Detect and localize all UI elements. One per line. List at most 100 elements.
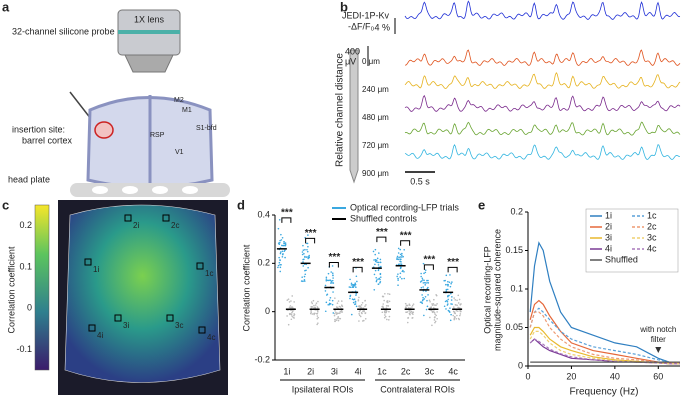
coherence-line: [529, 307, 680, 363]
trial-dot: [443, 279, 445, 282]
trial-dot: [425, 308, 428, 311]
trial-dot: [427, 281, 429, 284]
x-tick-label: 4c: [448, 366, 458, 376]
trial-dot: [423, 281, 426, 284]
x-axis-label: Frequency (Hz): [570, 387, 639, 398]
sig-bracket: [400, 240, 411, 246]
x-tick-label: 60: [653, 371, 663, 381]
trial-dot: [457, 294, 460, 297]
trial-dot: [338, 317, 340, 320]
trial-dot: [388, 310, 390, 313]
trial-dot: [403, 270, 405, 273]
trial-dot: [385, 304, 388, 307]
panel-label: b: [340, 0, 348, 14]
trial-dot: [426, 299, 428, 302]
trial-dot: [349, 278, 351, 281]
colorbar-tick: 0: [27, 303, 32, 313]
trial-dot: [349, 295, 352, 298]
trial-dot: [350, 313, 353, 316]
trial-dot: [450, 282, 452, 285]
trial-dot: [358, 306, 361, 308]
trial-dot: [420, 275, 422, 278]
trial-dot: [433, 316, 436, 318]
trial-dot: [446, 283, 449, 286]
trial-dot: [446, 304, 449, 306]
indicator-label: JEDI-1P-Kv: [342, 10, 390, 20]
trial-dot: [349, 286, 352, 289]
trial-dot: [317, 316, 320, 319]
trial-dot: [358, 296, 360, 299]
cortex-map-data: [64, 204, 221, 383]
trial-dot: [309, 312, 312, 315]
trial-dot: [304, 273, 307, 276]
trial-dot: [283, 240, 285, 243]
trial-dot: [421, 277, 424, 280]
trial-dot: [377, 278, 379, 280]
x-tick-label: 3i: [331, 366, 338, 376]
trial-dot: [432, 307, 435, 309]
trial-dot: [376, 261, 378, 264]
trial-dot: [332, 282, 334, 284]
trial-dot: [433, 319, 436, 321]
sig-bracket: [281, 217, 292, 223]
trial-dot: [340, 300, 343, 302]
trial-dot: [449, 274, 451, 276]
y-tick-label: 0: [518, 360, 523, 370]
trial-dot: [329, 302, 332, 305]
trial-dot: [374, 263, 376, 266]
trial-dot: [444, 300, 447, 303]
trial-dot: [420, 272, 422, 275]
trial-dot: [375, 276, 377, 279]
trial-dot: [428, 299, 431, 302]
trial-dot: [291, 295, 294, 297]
trial-dot: [312, 299, 315, 302]
trial-dot: [449, 319, 452, 322]
trial-dot: [445, 290, 448, 292]
trial-dot: [396, 255, 399, 258]
trace: [405, 49, 681, 66]
trial-dot: [435, 294, 438, 297]
trial-dot: [411, 311, 414, 314]
trial-dot: [307, 266, 309, 269]
trial-dot: [383, 299, 385, 302]
trial-dot: [287, 323, 290, 326]
trial-dot: [423, 272, 425, 275]
trial-dot: [279, 266, 282, 269]
trial-dot: [386, 318, 388, 321]
trial-dot: [376, 257, 379, 260]
trial-dot: [422, 298, 424, 301]
trial-dot: [377, 283, 380, 286]
significance-label: ***: [400, 230, 412, 241]
trial-dot: [325, 276, 328, 279]
trial-dot: [336, 313, 338, 315]
trial-dot: [279, 252, 282, 255]
roi-label: 2c: [171, 221, 179, 230]
trial-dot: [424, 271, 427, 274]
trial-dot: [307, 245, 309, 248]
depth-label: 240 μm: [362, 85, 389, 94]
trial-dot: [336, 317, 338, 320]
trial-dot: [289, 306, 292, 309]
trial-dot: [403, 277, 406, 280]
trial-dot: [427, 294, 429, 296]
trial-dot: [399, 258, 401, 261]
trial-dot: [358, 310, 361, 313]
trial-dot: [313, 312, 315, 315]
y-tick-label: 0: [265, 306, 270, 316]
trial-dot: [354, 303, 357, 305]
trial-dot: [363, 310, 365, 313]
trial-dot: [317, 322, 319, 324]
trial-dot: [434, 321, 436, 324]
area-label: RSP: [150, 132, 165, 139]
trial-dot: [328, 303, 331, 306]
trial-dot: [339, 310, 342, 313]
trial-dot: [405, 311, 407, 313]
roi-box: [88, 324, 96, 332]
trial-dot: [446, 299, 448, 302]
y-axis-label: Optical recording-LFP: [482, 246, 492, 334]
x-tick-label: 2i: [307, 366, 314, 376]
trial-dot: [384, 314, 386, 316]
colorbar-tick: 0.2: [19, 220, 32, 230]
trial-dot: [333, 312, 336, 315]
trial-dot: [327, 304, 330, 306]
